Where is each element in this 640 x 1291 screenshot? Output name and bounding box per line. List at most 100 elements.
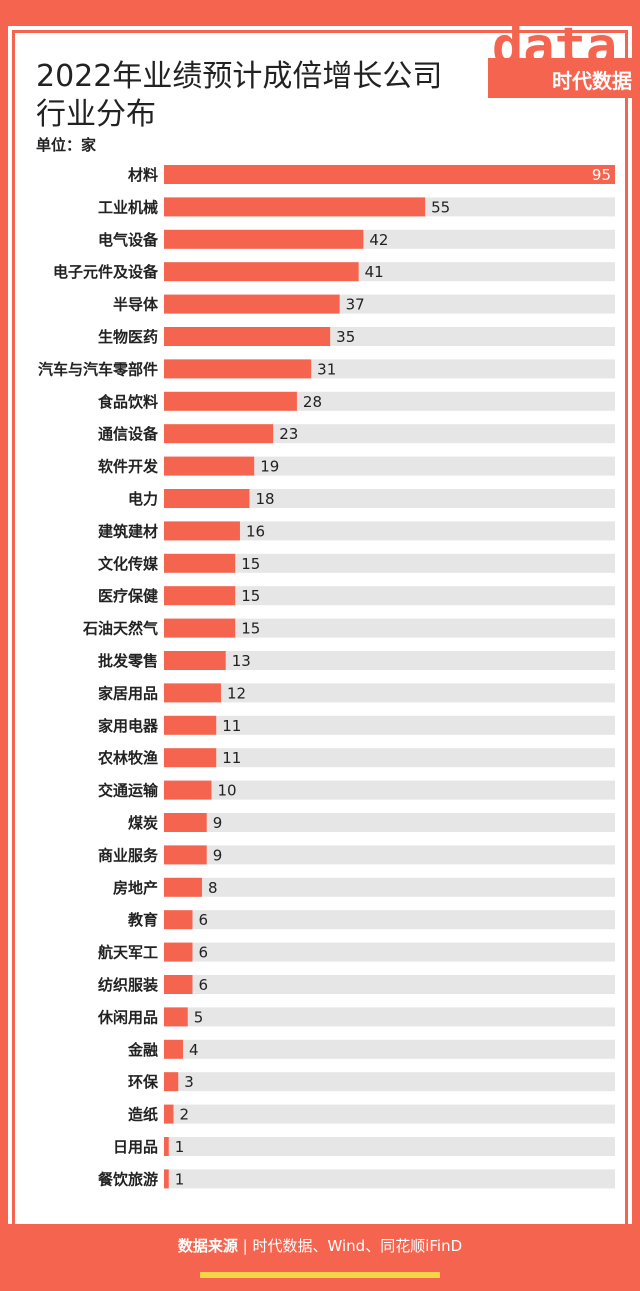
value-label: 13 [232, 652, 251, 670]
category-label: 通信设备 [98, 425, 159, 443]
value-label: 8 [208, 879, 218, 897]
source-separator: | [242, 1237, 248, 1255]
category-label: 休闲用品 [97, 1008, 158, 1026]
bar [164, 1104, 174, 1124]
category-label: 食品饮料 [98, 393, 158, 411]
bar [164, 910, 193, 930]
value-label: 18 [255, 490, 274, 508]
category-label: 医疗保健 [98, 587, 158, 605]
category-label: 商业服务 [98, 846, 159, 864]
value-label: 35 [336, 328, 355, 346]
source-text: 时代数据、Wind、同花顺iFinD [252, 1237, 463, 1255]
bar-track [164, 1007, 615, 1027]
category-label: 半导体 [113, 296, 159, 314]
footer-source: 数据来源 | 时代数据、Wind、同花顺iFinD [0, 1226, 640, 1266]
value-label: 11 [222, 717, 241, 735]
category-label: 材料 [128, 166, 158, 184]
value-label: 15 [241, 620, 260, 638]
category-label: 建筑建材 [98, 522, 158, 540]
category-label: 电气设备 [98, 231, 159, 249]
value-label: 2 [179, 1106, 189, 1124]
category-label: 生物医药 [98, 328, 158, 346]
bar [164, 975, 193, 994]
category-label: 文化传媒 [98, 555, 159, 573]
value-label: 6 [198, 976, 208, 994]
value-label: 11 [222, 749, 241, 767]
bar [164, 1072, 179, 1092]
bar [164, 813, 207, 832]
bar [164, 456, 255, 476]
bar [164, 327, 331, 346]
value-label: 5 [194, 1008, 204, 1026]
bar [164, 1007, 188, 1027]
bar [164, 262, 359, 282]
bar-track [164, 683, 615, 703]
brand-logo: data 时代数据 [488, 17, 636, 98]
logo-badge [488, 58, 636, 98]
category-label: 房地产 [113, 879, 158, 897]
bar-track [164, 748, 615, 768]
value-label: 12 [227, 684, 246, 702]
category-label: 家用电器 [98, 717, 159, 735]
bar [164, 715, 217, 735]
bar [164, 845, 207, 865]
footer-accent-bar [200, 1272, 440, 1278]
category-label: 家居用品 [98, 684, 158, 702]
bar-track [164, 521, 615, 541]
category-label: 环保 [128, 1073, 159, 1091]
bar [164, 748, 217, 768]
value-label: 1 [175, 1170, 185, 1188]
value-label: 15 [241, 555, 260, 573]
bar-track [164, 1104, 615, 1124]
value-label: 6 [198, 944, 208, 962]
bar [164, 391, 297, 411]
value-label: 3 [184, 1073, 194, 1091]
category-label: 电力 [128, 490, 158, 508]
value-label: 41 [365, 263, 384, 281]
category-label: 餐饮旅游 [98, 1170, 158, 1188]
bar [164, 489, 250, 508]
category-label: 电子元件及设备 [53, 263, 159, 281]
chart-title: 2022年业绩预计成倍增长公司 行业分布 [36, 58, 456, 134]
value-label: 4 [189, 1041, 199, 1059]
bar-track [164, 1072, 615, 1092]
bar [164, 294, 340, 314]
category-label: 交通运输 [98, 782, 159, 800]
bar [164, 359, 312, 379]
bar-track [164, 845, 615, 865]
bar-track [164, 618, 615, 638]
value-label: 6 [198, 911, 208, 929]
logo-cn: 时代数据 [552, 69, 632, 93]
bar [164, 1169, 169, 1189]
bar [164, 651, 226, 670]
bar-track [164, 877, 615, 897]
bar [164, 197, 426, 217]
bar-track [164, 586, 615, 606]
category-label: 汽车与汽车零部件 [38, 360, 158, 378]
value-label: 19 [260, 458, 279, 476]
bar [164, 521, 240, 541]
category-label: 农林牧渔 [97, 749, 158, 767]
bar [164, 683, 221, 703]
bar [164, 553, 236, 573]
bar-track [164, 489, 615, 508]
bar-track [164, 456, 615, 476]
bar [164, 424, 274, 444]
bar-track [164, 910, 615, 930]
bar [164, 165, 615, 184]
bar [164, 1137, 169, 1156]
value-label: 15 [241, 587, 260, 605]
value-label: 42 [369, 231, 388, 249]
bar-track [164, 975, 615, 994]
bar-track [164, 553, 615, 573]
bar [164, 780, 212, 800]
value-label: 23 [279, 425, 298, 443]
category-label: 金融 [127, 1041, 158, 1059]
category-label: 煤炭 [128, 814, 158, 832]
value-label: 37 [346, 296, 365, 314]
category-label: 教育 [127, 911, 158, 929]
bar-track [164, 651, 615, 670]
category-label: 工业机械 [98, 198, 158, 216]
category-label: 批发零售 [98, 652, 158, 670]
